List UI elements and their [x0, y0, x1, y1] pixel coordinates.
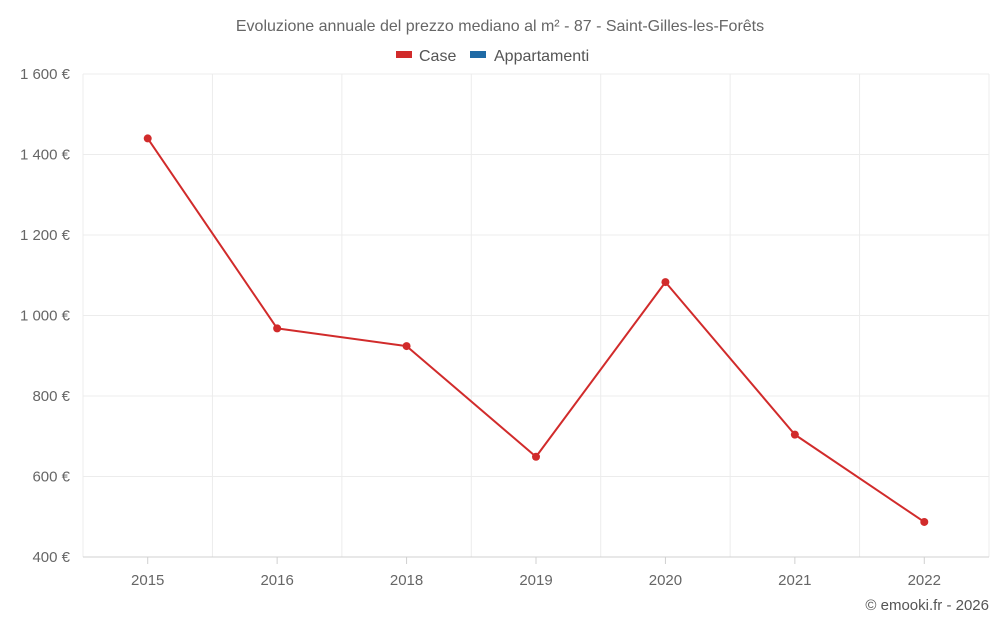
legend-label-case: Case: [419, 48, 456, 65]
legend-item-case[interactable]: Case: [396, 48, 456, 65]
data-point-case-2019[interactable]: [532, 452, 540, 461]
y-tick-label: 800 €: [32, 388, 70, 405]
data-point-case-2021[interactable]: [790, 430, 799, 439]
legend-swatch-appartamenti: [470, 51, 486, 58]
legend: Case Appartamenti: [396, 48, 589, 65]
y-tick-label: 400 €: [32, 549, 70, 566]
legend-item-appartamenti[interactable]: Appartamenti: [470, 48, 589, 65]
series-layer: [143, 134, 929, 526]
y-axis: 400 € 600 € 800 € 1 000 € 1 200 € 1 400 € 1 60…: [20, 66, 71, 566]
legend-label-appartamenti: Appartamenti: [494, 48, 589, 65]
x-tick-label: 2015: [131, 572, 164, 589]
data-point-case-2018[interactable]: [402, 342, 411, 351]
data-point-case-2020[interactable]: [661, 278, 670, 287]
x-tick-label: 2021: [778, 572, 811, 589]
x-tick-label: 2022: [908, 572, 941, 589]
series-line-case: [146, 137, 925, 523]
credit-text: © emooki.fr - 2026: [865, 597, 989, 614]
chart-title: Evoluzione annuale del prezzo mediano al…: [236, 18, 764, 35]
y-tick-label: 1 600 €: [20, 66, 71, 83]
x-tick-label: 2019: [519, 572, 552, 589]
y-tick-label: 1 400 €: [20, 147, 71, 164]
data-point-case-2015[interactable]: [143, 134, 152, 143]
legend-swatch-case: [396, 51, 412, 58]
y-tick-label: 600 €: [32, 469, 70, 486]
y-tick-label: 1 200 €: [20, 227, 71, 244]
x-tick-label: 2018: [390, 572, 423, 589]
x-tick-label: 2016: [260, 572, 293, 589]
data-point-case-2022[interactable]: [920, 517, 929, 526]
data-point-case-2016[interactable]: [273, 324, 282, 333]
x-tick-label: 2020: [649, 572, 682, 589]
grid: [82, 73, 990, 557]
x-axis: 2015 2016 2018 2019 2020 2021 2022: [83, 556, 989, 589]
y-tick-label: 1 000 €: [20, 308, 71, 325]
